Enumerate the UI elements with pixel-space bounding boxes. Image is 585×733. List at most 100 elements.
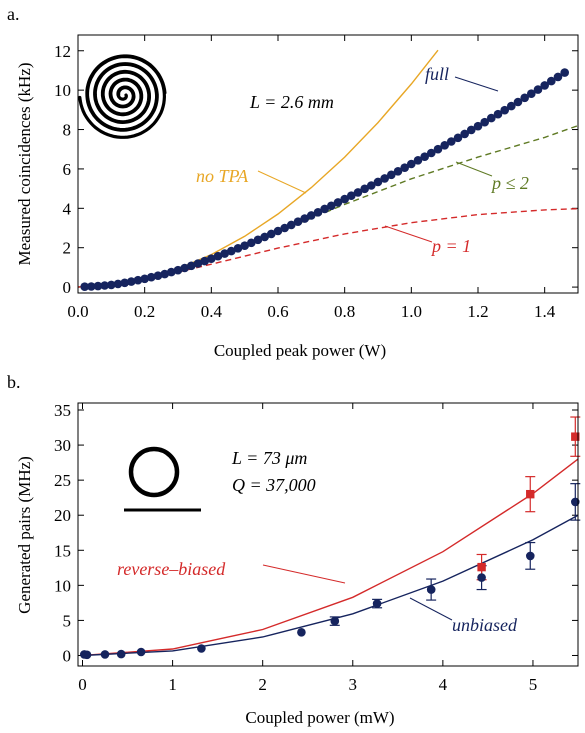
a-data-point	[513, 97, 523, 107]
b-ytick-label: 10	[54, 576, 71, 595]
panel-b-y-axis-label: Generated pairs (MHz)	[15, 456, 34, 614]
b-ytick-label: 25	[54, 471, 71, 490]
a-data-point	[200, 256, 209, 266]
a-data-point	[173, 265, 183, 275]
panel-b-x-ticks: 0 1 2 3 4 5	[78, 403, 537, 694]
a-xtick-label: 0.2	[134, 302, 155, 321]
panel-a-curves	[77, 49, 579, 288]
label-p-le-2: p ≤ 2	[490, 173, 529, 193]
a-data-point	[160, 269, 169, 279]
a-data-point	[420, 152, 430, 161]
a-data-point	[493, 109, 503, 119]
a-data-point	[467, 125, 476, 135]
a-data-point	[553, 72, 563, 82]
a-data-point	[240, 241, 249, 250]
a-data-point	[480, 117, 490, 127]
a-data-point	[387, 170, 396, 180]
a-data-point	[93, 281, 103, 291]
a-ytick-label: 2	[63, 239, 72, 258]
a-data-point	[533, 85, 543, 94]
panel-a-length-text: L = 2.6 mm	[249, 92, 334, 112]
b-unbiased-point	[82, 650, 92, 660]
a-xtick-label: 0.0	[67, 302, 88, 321]
b-unbiased-point	[330, 616, 340, 626]
b-xtick-label: 1	[168, 675, 177, 694]
a-xtick-label: 1.0	[401, 302, 422, 321]
b-ytick-label: 35	[54, 401, 71, 420]
b-unbiased-fit	[82, 514, 579, 657]
b-xtick-label: 3	[349, 675, 358, 694]
b-unbiased-point	[426, 585, 436, 594]
panel-b-y-ticks: 0 5 10 15 20 25 30 35	[54, 401, 578, 665]
a-data-point	[500, 105, 510, 115]
b-xtick-label: 0	[78, 675, 87, 694]
a-data-point	[133, 275, 143, 285]
panel-b-points	[80, 416, 581, 660]
a-ytick-label: 12	[54, 42, 71, 61]
a-data-point	[267, 229, 276, 239]
a-data-point	[507, 101, 516, 111]
a-data-point	[353, 188, 363, 197]
a-data-point	[440, 141, 450, 150]
a-data-point	[413, 156, 423, 165]
a-data-point	[547, 76, 556, 86]
a-data-point	[407, 159, 416, 169]
a-data-point	[287, 220, 296, 230]
a-data-point	[260, 232, 270, 242]
label-full: full	[425, 64, 449, 84]
b-unbiased-point	[197, 644, 206, 653]
a-data-point	[213, 251, 223, 261]
a-series-p-1	[77, 208, 579, 288]
b-unbiased-point	[297, 628, 306, 637]
b-reverse-biased-point	[571, 432, 580, 441]
b-ytick-label: 15	[54, 541, 71, 560]
a-data-point	[307, 211, 316, 220]
a-xtick-label: 0.6	[267, 302, 288, 321]
b-unbiased-point	[372, 599, 382, 608]
a-data-point	[300, 214, 310, 223]
a-data-point	[227, 246, 236, 256]
panel-b-q-text: Q = 37,000	[232, 475, 316, 495]
a-data-point	[400, 163, 410, 172]
a-xtick-label: 1.2	[467, 302, 488, 321]
a-data-point	[193, 259, 203, 268]
a-data-point	[427, 148, 436, 158]
a-xtick-label: 0.8	[334, 302, 355, 321]
panel-b-x-axis-label: Coupled power (mW)	[245, 708, 394, 727]
panel-b-label: b.	[7, 372, 21, 392]
a-data-point	[207, 254, 216, 263]
a-xtick-label: 0.4	[201, 302, 223, 321]
a-data-point	[167, 267, 176, 277]
a-ytick-label: 4	[63, 199, 72, 218]
label-p-eq-1: p = 1	[430, 236, 471, 256]
a-data-point	[180, 263, 189, 273]
panel-a-y-axis-label: Measured coincidences (kHz)	[15, 63, 34, 266]
b-unbiased-point	[116, 649, 126, 659]
a-data-point	[293, 217, 303, 226]
label-p-eq-1-leader	[384, 225, 433, 243]
a-data-point	[80, 282, 89, 292]
a-data-point	[373, 177, 383, 187]
a-data-point	[433, 144, 443, 154]
b-xtick-label: 5	[529, 675, 538, 694]
a-data-point	[347, 191, 356, 200]
b-ytick-label: 20	[54, 506, 71, 525]
b-ytick-label: 0	[63, 646, 72, 665]
a-data-point	[560, 68, 569, 77]
a-data-point	[320, 204, 330, 214]
a-data-point	[140, 274, 149, 284]
panel-b-length-text: L = 73 μm	[231, 448, 307, 468]
label-no-tpa-leader	[257, 170, 307, 194]
a-data-point	[220, 249, 229, 258]
panel-a-x-ticks: 0.0 0.2 0.4 0.6 0.8 1.0 1.2 1.4	[67, 35, 556, 321]
b-xtick-label: 2	[258, 675, 267, 694]
b-unbiased-point	[571, 497, 580, 507]
a-data-point	[100, 281, 109, 290]
a-data-point	[327, 201, 336, 211]
a-data-point	[120, 278, 129, 288]
a-data-point	[447, 137, 456, 146]
panel-a-label: a.	[7, 4, 20, 24]
b-unbiased-point	[136, 647, 146, 657]
a-data-point	[487, 113, 496, 123]
